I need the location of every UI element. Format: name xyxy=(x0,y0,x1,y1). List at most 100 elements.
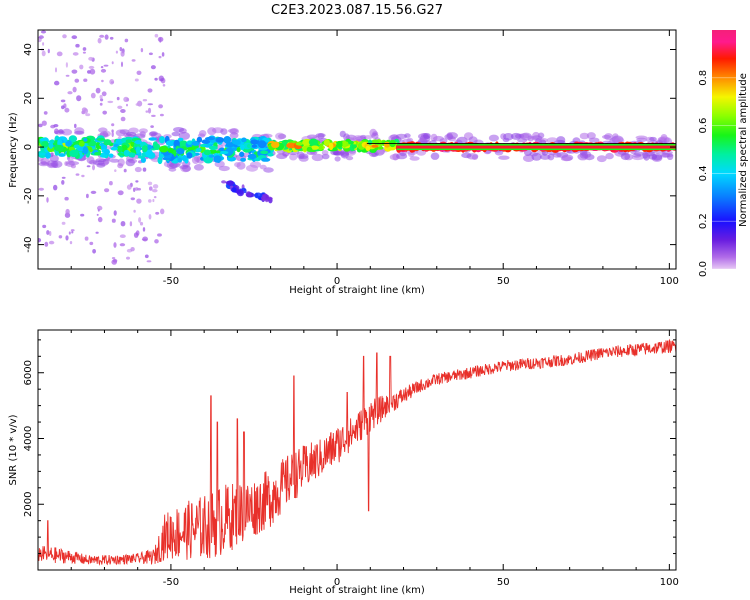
spectrogram-noise-point xyxy=(60,99,66,103)
spectrogram-halo-point xyxy=(67,161,80,166)
spectrogram-noise-point xyxy=(76,95,82,102)
spectrogram-noise-point xyxy=(126,256,130,260)
spectrogram-cell xyxy=(317,145,323,151)
spectrogram-noise-point xyxy=(38,187,44,191)
spectrogram-noise-point xyxy=(53,124,59,128)
spectrogram-halo-point xyxy=(423,132,431,140)
spectrogram-cell xyxy=(141,145,148,153)
spectrogram-halo-point xyxy=(321,150,329,156)
spectrogram-cell xyxy=(371,144,379,148)
spectrogram-cell xyxy=(78,140,85,147)
spectrogram-cell xyxy=(135,146,141,154)
spectrogram-noise-point xyxy=(158,55,162,59)
spectrogram-noise-point xyxy=(74,123,77,129)
spectrogram-halo-point xyxy=(461,152,472,159)
spectrogram-cell xyxy=(286,142,297,149)
spectrogram-noise-point xyxy=(92,249,96,254)
spectrogram-cell xyxy=(225,142,235,148)
spectrogram-cell xyxy=(58,153,66,157)
spectrogram-noise-point xyxy=(38,238,42,243)
spectrogram-cell xyxy=(67,140,72,146)
spectrogram-halo-point xyxy=(579,132,590,140)
spectrogram-noise-point xyxy=(162,84,166,87)
spectrogram-noise-point xyxy=(121,61,123,68)
spectrogram-noise-point xyxy=(65,62,68,68)
spectrogram-halo-point xyxy=(246,164,258,172)
spectrogram-cell xyxy=(208,149,218,154)
spectrogram-noise-point xyxy=(97,216,103,223)
spectrogram-halo-point xyxy=(193,164,204,171)
y-tick-label: -40 xyxy=(23,236,34,252)
spectrogram-noise-point xyxy=(154,239,159,244)
spectrogram-cell xyxy=(177,137,184,141)
spectrogram-halo-point xyxy=(199,130,207,137)
spectrogram-cell xyxy=(250,139,259,145)
spectrogram-halo-point xyxy=(311,153,324,162)
spectrogram-halo-point xyxy=(127,158,138,164)
spectrogram-cell xyxy=(191,141,200,146)
spectrogram-heatmap xyxy=(38,30,676,265)
spectrogram-noise-point xyxy=(147,181,153,186)
spectrogram-cell xyxy=(323,139,330,146)
spectrogram-noise-point xyxy=(119,243,126,247)
spectrogram-noise-point xyxy=(92,164,95,171)
spectrogram-noise-point xyxy=(95,87,101,94)
spectrogram-noise-point xyxy=(144,254,149,259)
spectrogram-noise-point xyxy=(56,51,63,57)
colorbar-gradient xyxy=(712,30,736,269)
spectrogram-cell xyxy=(82,146,89,155)
spectrogram-noise-point xyxy=(111,61,114,65)
spectrogram-noise-point xyxy=(142,167,147,172)
spectrogram-noise-point xyxy=(147,103,154,106)
spectrogram-cell xyxy=(123,149,130,157)
spectrogram-cell xyxy=(137,155,145,159)
spectrogram-noise-point xyxy=(152,184,159,189)
spectrogram-halo-point xyxy=(148,131,157,137)
spectrogram-cell xyxy=(240,157,247,162)
spectrogram-noise-point xyxy=(147,88,153,93)
spectrogram-halo-point xyxy=(488,134,499,142)
spectrogram-cell xyxy=(261,157,271,162)
spectrogram-cell xyxy=(104,149,110,155)
spectrogram-noise-point xyxy=(154,77,158,81)
spectrogram-noise-point xyxy=(146,260,152,263)
spectrogram-cell xyxy=(103,139,112,146)
spectrogram-noise-point xyxy=(68,231,71,235)
spectrogram-noise-point xyxy=(120,109,126,113)
spectrogram-noise-point xyxy=(120,116,126,122)
spectrogram-halo-point xyxy=(651,153,663,161)
spectrogram-noise-point xyxy=(107,100,114,104)
spectrogram-noise-point xyxy=(161,52,165,57)
spectrogram-halo-point xyxy=(117,158,125,167)
spectrogram-cell xyxy=(179,140,188,148)
spectrogram-noise-point xyxy=(44,241,49,247)
spectrogram-cell xyxy=(342,140,347,148)
spectrogram-noise-point xyxy=(111,131,114,138)
spectrogram-cell xyxy=(216,150,221,154)
spectrogram-noise-point xyxy=(126,103,128,107)
spectrogram-halo-point xyxy=(605,152,614,160)
spectrogram-noise-point xyxy=(135,103,140,106)
spectrogram-noise-point xyxy=(82,51,86,54)
spectrogram-noise-point xyxy=(123,168,127,173)
spectrogram-halo-point xyxy=(229,132,239,139)
spectrogram-noise-point xyxy=(152,189,158,193)
spectrogram-cell xyxy=(251,144,258,148)
spectrogram-noise-point xyxy=(65,235,69,241)
spectrogram-cell xyxy=(125,139,132,143)
spectrogram-noise-point xyxy=(116,96,120,101)
spectrogram-noise-point xyxy=(150,65,156,70)
spectrogram-cell xyxy=(218,150,229,155)
spectrogram-noise-point xyxy=(99,34,105,38)
spectrogram-cell xyxy=(186,152,193,159)
spectrogram-halo-point xyxy=(546,137,559,145)
spectrogram-halo-point xyxy=(134,166,142,173)
colorbar-tick-label: 0.4 xyxy=(698,165,709,181)
spectrogram-noise-point xyxy=(139,221,144,226)
spectrogram-halo-point xyxy=(620,152,631,161)
spectrogram-halo-point xyxy=(74,130,85,135)
spectrogram-noise-point xyxy=(160,78,164,82)
spectrogram-noise-point xyxy=(83,78,88,82)
spectrogram-halo-point xyxy=(560,156,573,162)
x-tick-label: 50 xyxy=(497,276,510,287)
